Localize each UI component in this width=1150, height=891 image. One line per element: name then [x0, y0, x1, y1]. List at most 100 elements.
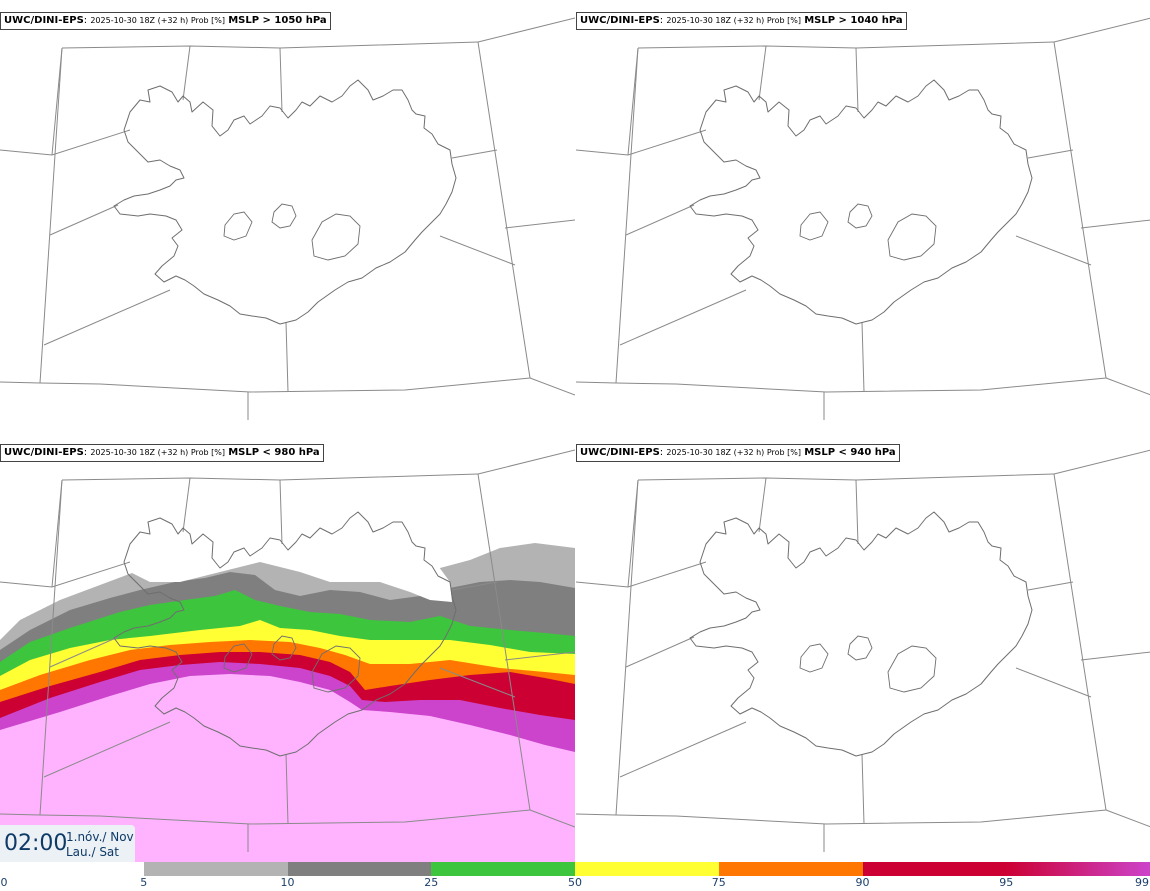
threshold-label: MSLP > 1050 hPa	[228, 15, 327, 26]
grid-line	[529, 377, 575, 396]
grid-line	[43, 721, 171, 778]
colorbar-tick-label: 99	[1135, 876, 1149, 889]
colorbar-tick-label: 75	[711, 876, 726, 889]
coastline	[113, 79, 457, 325]
colorbar-tick-label: 5	[140, 876, 148, 889]
panel-title: UWC/DINI-EPS: 2025-10-30 18Z (+32 h) Pro…	[576, 12, 907, 30]
grid-line	[637, 41, 1055, 49]
grid-line	[439, 235, 516, 266]
basemap	[576, 17, 1150, 420]
grid-line	[637, 473, 1055, 481]
grid-line	[0, 381, 41, 384]
grid-line	[1015, 235, 1092, 266]
grid-line	[279, 47, 283, 113]
grid-line	[1015, 667, 1092, 698]
colorbar-segment	[1006, 862, 1150, 876]
grid-line	[43, 289, 171, 346]
model-label: UWC/DINI-EPS	[580, 447, 660, 458]
grid-line	[625, 636, 695, 668]
grid-line	[576, 561, 707, 588]
valid-time-box: 02:00 1.nóv./ Nov Lau./ Sat	[0, 825, 135, 863]
prob-band-99	[0, 674, 575, 864]
grid-line	[285, 753, 289, 825]
colorbar-tick-label: 50	[568, 876, 582, 889]
grid-line	[477, 41, 531, 379]
grid-line	[39, 47, 63, 384]
grid-line	[1053, 473, 1107, 811]
grid-line	[861, 321, 865, 393]
grid-line	[61, 41, 479, 49]
grid-line	[758, 45, 767, 101]
grid-line	[279, 479, 283, 545]
grid-line	[615, 47, 639, 384]
grid-line	[615, 377, 1107, 393]
glacier-outline	[799, 203, 937, 261]
grid-line	[1105, 809, 1150, 828]
grid-line	[182, 45, 191, 101]
run-label: 2025-10-30 18Z (+32 h) Prob [%]	[666, 448, 802, 457]
grid-line	[855, 479, 859, 545]
grid-line	[576, 813, 617, 816]
grid-line	[0, 129, 131, 156]
colorbar-segment	[143, 862, 289, 876]
run-label: 2025-10-30 18Z (+32 h) Prob [%]	[666, 16, 802, 25]
model-label: UWC/DINI-EPS	[4, 447, 84, 458]
grid-line	[51, 479, 63, 588]
grid-line	[39, 479, 63, 816]
threshold-label: MSLP < 940 hPa	[804, 447, 896, 458]
grid-line	[477, 449, 575, 475]
valid-date: 1.nóv./ Nov	[66, 830, 134, 844]
grid-line	[0, 813, 41, 816]
map-panel-mslp-gt-1040: UWC/DINI-EPS: 2025-10-30 18Z (+32 h) Pro…	[576, 0, 1150, 432]
coastline	[689, 511, 1033, 757]
grid-line	[529, 809, 575, 828]
colorbar-segment	[575, 862, 720, 876]
colorbar-tick-label: 95	[999, 876, 1014, 889]
grid-line	[1027, 581, 1074, 591]
basemap	[576, 449, 1150, 852]
colorbar-tick-label: 10	[280, 876, 295, 889]
grid-line	[625, 204, 695, 236]
grid-line	[439, 667, 516, 698]
grid-line	[758, 477, 767, 533]
basemap	[0, 17, 575, 420]
land-mask	[130, 522, 452, 602]
map-panel-mslp-lt-980: UWC/DINI-EPS: 2025-10-30 18Z (+32 h) Pro…	[0, 432, 575, 864]
threshold-label: MSLP < 980 hPa	[228, 447, 320, 458]
run-label: 2025-10-30 18Z (+32 h) Prob [%]	[90, 16, 226, 25]
grid-line	[1053, 449, 1150, 475]
map-panel-mslp-gt-1050: UWC/DINI-EPS: 2025-10-30 18Z (+32 h) Pro…	[0, 0, 575, 432]
grid-line	[39, 809, 531, 825]
grid-line	[49, 204, 119, 236]
grid-line	[619, 289, 747, 346]
grid-line	[615, 479, 639, 816]
glacier-outline	[223, 635, 361, 693]
grid-line	[285, 321, 289, 393]
grid-line	[477, 473, 531, 811]
grid-line	[39, 377, 531, 393]
colorbar-tick-label: 90	[855, 876, 870, 889]
grid-line	[855, 47, 859, 113]
model-label: UWC/DINI-EPS	[580, 15, 660, 26]
grid-line	[61, 473, 479, 481]
colorbar-segment	[862, 862, 1008, 876]
grid-line	[615, 809, 1107, 825]
grid-line	[627, 479, 639, 588]
glacier-outline	[799, 635, 937, 693]
grid-line	[504, 219, 575, 229]
probability-colorbar	[0, 862, 1150, 876]
panel-title: UWC/DINI-EPS: 2025-10-30 18Z (+32 h) Pro…	[576, 444, 900, 462]
coastline	[113, 511, 457, 757]
panel-title: UWC/DINI-EPS: 2025-10-30 18Z (+32 h) Pro…	[0, 444, 324, 462]
grid-line	[1053, 17, 1150, 43]
grid-line	[861, 753, 865, 825]
grid-line	[1080, 651, 1150, 661]
grid-line	[51, 47, 63, 156]
colorbar-segment	[0, 862, 145, 876]
run-label: 2025-10-30 18Z (+32 h) Prob [%]	[90, 448, 226, 457]
grid-line	[451, 581, 498, 591]
coastline	[689, 79, 1033, 325]
grid-line	[504, 651, 575, 661]
grid-line	[1080, 219, 1150, 229]
model-label: UWC/DINI-EPS	[4, 15, 84, 26]
